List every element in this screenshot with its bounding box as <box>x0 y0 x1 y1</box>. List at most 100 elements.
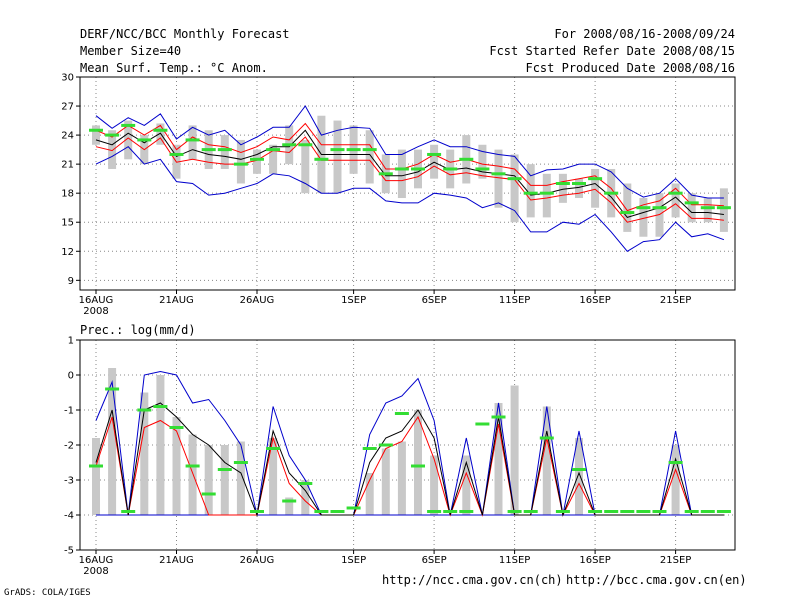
precip-spread-bar <box>494 403 503 515</box>
temp-median-marker <box>250 157 264 161</box>
precip-spread-bar <box>108 368 117 515</box>
temp-xtick-label: 16AUG <box>79 295 114 306</box>
precip-xtick-label: 21AUG <box>159 555 194 566</box>
temp-spread-bar <box>478 144 487 179</box>
variable-label: Mean Surf. Temp.: °C Anom. <box>80 61 268 75</box>
temp-spread-bar <box>526 164 535 218</box>
member-size: Member Size=40 <box>80 44 182 58</box>
temp-ytick-label: 18 <box>61 189 74 200</box>
precip-median-marker <box>668 461 683 464</box>
precip-spread-bar <box>365 473 374 515</box>
url-chinese[interactable]: http://ncc.cma.gov.cn(ch) <box>382 573 563 587</box>
precip-spread-bar <box>204 445 213 515</box>
precip-xtick-label: 16AUG <box>79 555 114 566</box>
temp-xtick-label: 21SEP <box>660 295 691 306</box>
refer-date: Fcst Started Refer Date 2008/08/15 <box>489 44 735 58</box>
temp-spread-bar <box>156 123 165 145</box>
precip-median-marker <box>121 510 136 513</box>
precip-ytick-label: -5 <box>64 546 74 557</box>
precip-median-marker <box>201 492 216 496</box>
precip-median-marker <box>330 510 345 513</box>
temp-spread-bar <box>542 173 551 218</box>
precip-xtick-label: 6SEP <box>422 555 447 566</box>
temp-spread-bar <box>671 183 680 218</box>
temp-spread-bar <box>333 120 342 194</box>
temp-median-marker <box>668 191 683 195</box>
precip-median-marker <box>491 415 506 419</box>
temp-median-marker <box>523 191 538 195</box>
precip-median-marker <box>411 464 425 468</box>
precip-median-marker <box>507 510 522 513</box>
precip-median-marker <box>217 468 232 471</box>
precip-spread-bar <box>397 441 406 515</box>
temp-line-lower <box>95 136 724 223</box>
temp-spread-bar <box>301 139 310 194</box>
precip-ytick-label: 0 <box>68 371 74 382</box>
precip-median-marker <box>105 387 120 391</box>
temp-median-marker <box>362 148 377 152</box>
temp-median-marker <box>588 177 603 181</box>
temp-median-marker <box>266 148 281 152</box>
temp-median-marker <box>201 148 216 152</box>
precip-median-marker <box>169 426 184 429</box>
precip-spread-bar <box>414 410 422 515</box>
temp-median-marker <box>700 206 715 210</box>
precip-spread-bar <box>156 375 165 515</box>
precip-spread-bar <box>301 480 310 515</box>
precip-xtick-label: 1SEP <box>341 555 366 566</box>
precip-spread-bar <box>285 497 294 515</box>
precip-xtick-label: 11SEP <box>499 555 530 566</box>
temp-median-marker <box>314 157 329 161</box>
precip-median-marker <box>572 468 586 471</box>
chart-title: DERF/NCC/BCC Monthly Forecast <box>80 27 290 41</box>
temp-spread-bar <box>253 149 261 174</box>
precip-median-marker <box>282 499 297 503</box>
precip-spread-bar <box>510 385 519 515</box>
temp-spread-bar <box>510 154 519 223</box>
precip-median-marker <box>523 510 538 513</box>
temp-median-marker <box>121 123 136 127</box>
temp-median-marker <box>491 172 506 176</box>
precip-median-marker <box>346 506 361 510</box>
precip-median-marker <box>137 408 152 412</box>
precip-spread-bar <box>542 406 551 515</box>
precip-median-marker <box>233 461 248 464</box>
precip-spread-bar <box>220 445 229 515</box>
precip-spread-bar <box>575 438 583 515</box>
temp-median-marker <box>105 133 120 137</box>
precip-ytick-label: -2 <box>64 441 74 452</box>
temp-median-marker <box>330 148 345 152</box>
precip-xtick-label: 26AUG <box>240 555 275 566</box>
precip-median-marker <box>443 510 458 513</box>
precip-xtick-label: 21SEP <box>660 555 691 566</box>
temp-median-marker <box>539 191 554 195</box>
precip-plot: -5 -4 -3 -2 -1 0 1 16AUG 21AUG 26AUG 1SEP 6SEP 11SEP… <box>64 336 736 577</box>
precip-median-marker <box>636 510 651 513</box>
temp-ytick-label: 9 <box>68 276 74 287</box>
precip-line-mean <box>95 402 724 517</box>
url-english[interactable]: http://bcc.cma.gov.cn(en) <box>566 573 747 587</box>
temp-spread-bar <box>575 178 583 199</box>
precip-median-marker <box>684 510 699 513</box>
precip-frame <box>79 339 736 551</box>
precip-spread-bar <box>236 441 245 515</box>
temp-median-marker <box>411 167 425 171</box>
temp-median-marker <box>716 206 731 210</box>
temp-line-max <box>95 105 724 199</box>
precip-median-marker <box>700 510 715 513</box>
temp-ytick-label: 30 <box>61 73 74 84</box>
temp-spread-bar <box>494 149 503 208</box>
temp-spread-bar <box>220 135 229 169</box>
temp-median-marker <box>555 182 570 185</box>
precip-spread-bar <box>430 455 439 515</box>
temp-median-marker <box>620 211 635 215</box>
temp-spread-bar <box>703 198 712 223</box>
temp-median-marker <box>507 177 522 181</box>
temp-median-marker <box>459 157 474 161</box>
temp-spread-bar <box>591 168 600 208</box>
temp-median-marker <box>153 128 168 132</box>
precip-ytick-label: -1 <box>64 406 74 417</box>
temp-spread-bar <box>365 130 374 184</box>
temp-median-marker <box>652 206 667 210</box>
